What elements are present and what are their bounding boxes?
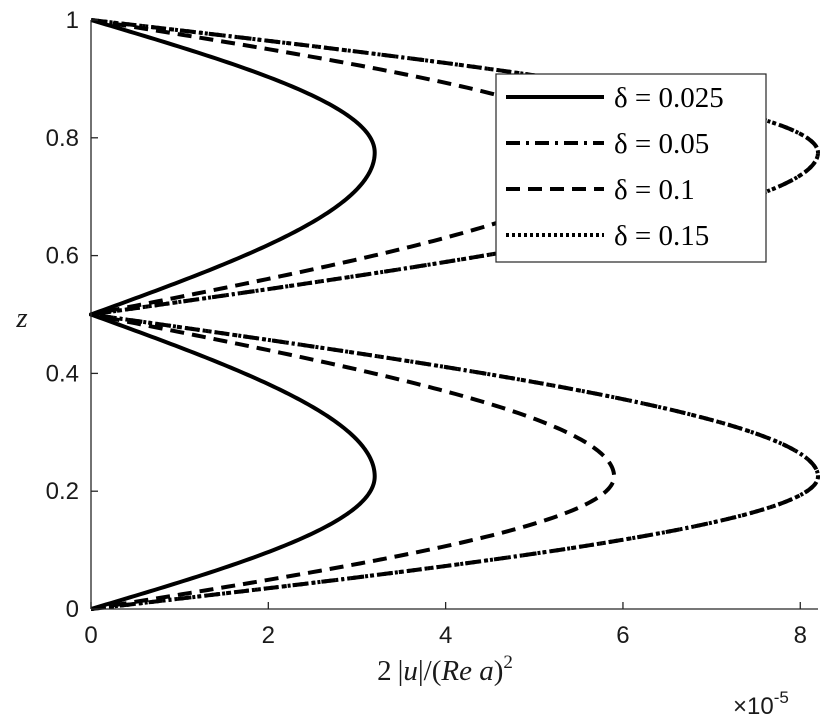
legend-box (495, 73, 767, 263)
x-axis-label: 2 |u|/(Re a)2 (377, 652, 513, 687)
y-axis-label: z (15, 302, 27, 334)
x-multiplier: ×10-5 (733, 688, 789, 720)
x-tick-label: 2 (262, 622, 275, 649)
legend-label-1: δ = 0.05 (614, 128, 709, 160)
legend-label-3: δ = 0.15 (614, 220, 709, 252)
x-tick-label: 6 (616, 622, 629, 649)
y-tick-label: 0 (66, 596, 79, 623)
x-axis-label-text: 2 (377, 655, 392, 687)
x-tick-label: 8 (794, 622, 807, 649)
y-tick-label: 0.8 (46, 125, 79, 152)
y-tick-label: 0.6 (46, 243, 79, 270)
y-tick-label: 0.2 (46, 478, 79, 505)
x-tick-label: 0 (84, 622, 97, 649)
x-tick-label: 4 (439, 622, 452, 649)
legend: δ = 0.025 δ = 0.05 δ = 0.1 δ = 0.15 (495, 73, 767, 263)
x-multiplier-base: ×10 (733, 693, 774, 720)
axes-layer: 0 2 4 6 8 0 0.2 0.4 0.6 0.8 1 (46, 7, 818, 649)
y-tick-label: 0.4 (46, 360, 79, 387)
legend-label-0: δ = 0.025 (614, 82, 724, 114)
legend-label-2: δ = 0.1 (614, 174, 695, 206)
x-multiplier-exponent: -5 (774, 688, 789, 707)
series-line-0 (89, 18, 377, 611)
y-tick-label: 1 (66, 7, 79, 34)
